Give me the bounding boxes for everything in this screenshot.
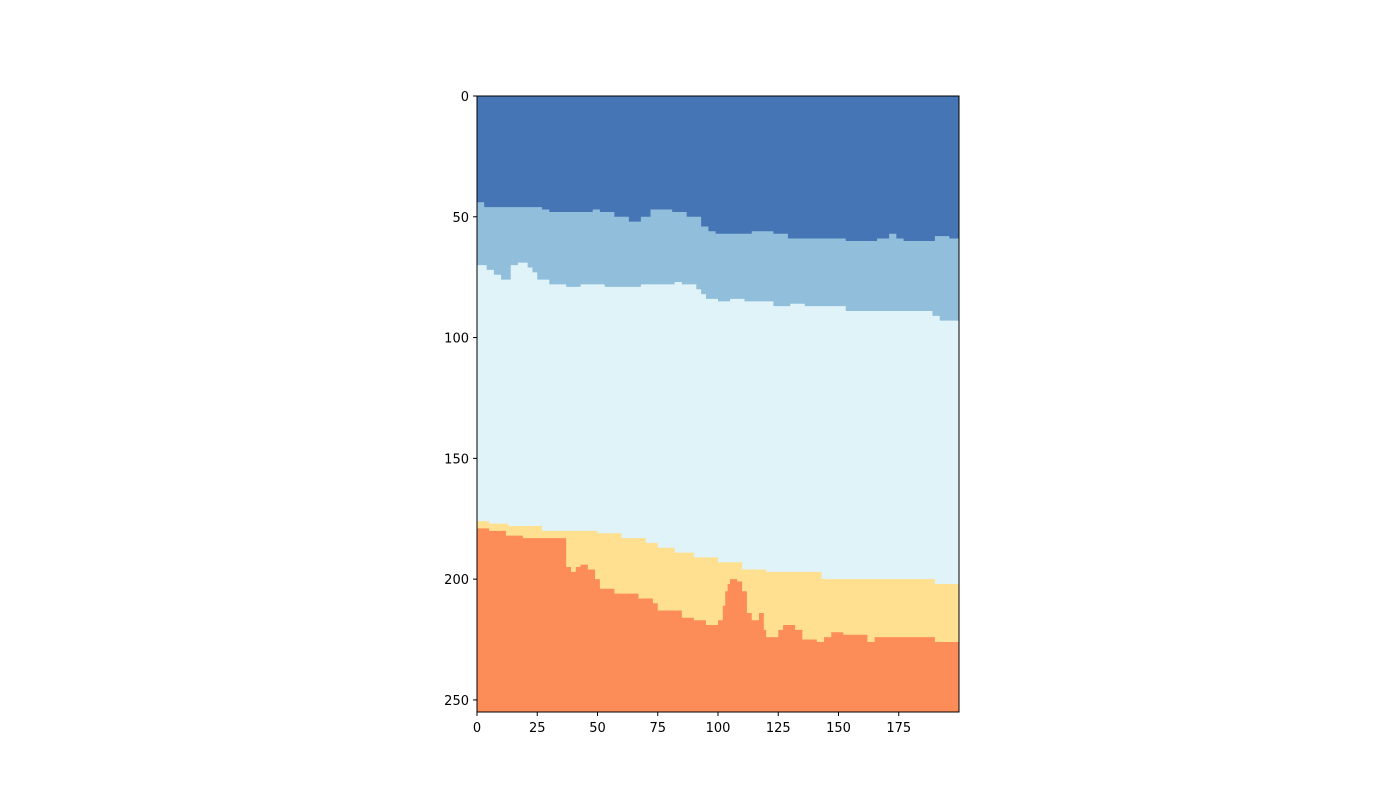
x-tick-label: 150	[826, 721, 851, 736]
y-axis: 0 50 100 150 200 250	[444, 90, 477, 709]
x-axis: 0 25 50 75 100 125 150 175	[473, 712, 911, 736]
layer-region-5	[477, 528, 959, 712]
x-tick-label: 175	[886, 721, 911, 736]
x-tick-label: 100	[706, 721, 731, 736]
x-tick-label: 0	[473, 721, 481, 736]
x-tick-label: 75	[649, 721, 666, 736]
y-tick-label: 0	[461, 90, 469, 105]
y-tick-label: 200	[444, 573, 469, 588]
y-tick-label: 150	[444, 452, 469, 467]
y-tick-label: 50	[452, 211, 469, 226]
y-tick-label: 250	[444, 694, 469, 709]
x-tick-label: 25	[529, 721, 546, 736]
x-tick-label: 50	[589, 721, 606, 736]
heatmap-layers	[477, 96, 959, 712]
x-tick-label: 125	[766, 721, 791, 736]
y-tick-label: 100	[444, 332, 469, 347]
